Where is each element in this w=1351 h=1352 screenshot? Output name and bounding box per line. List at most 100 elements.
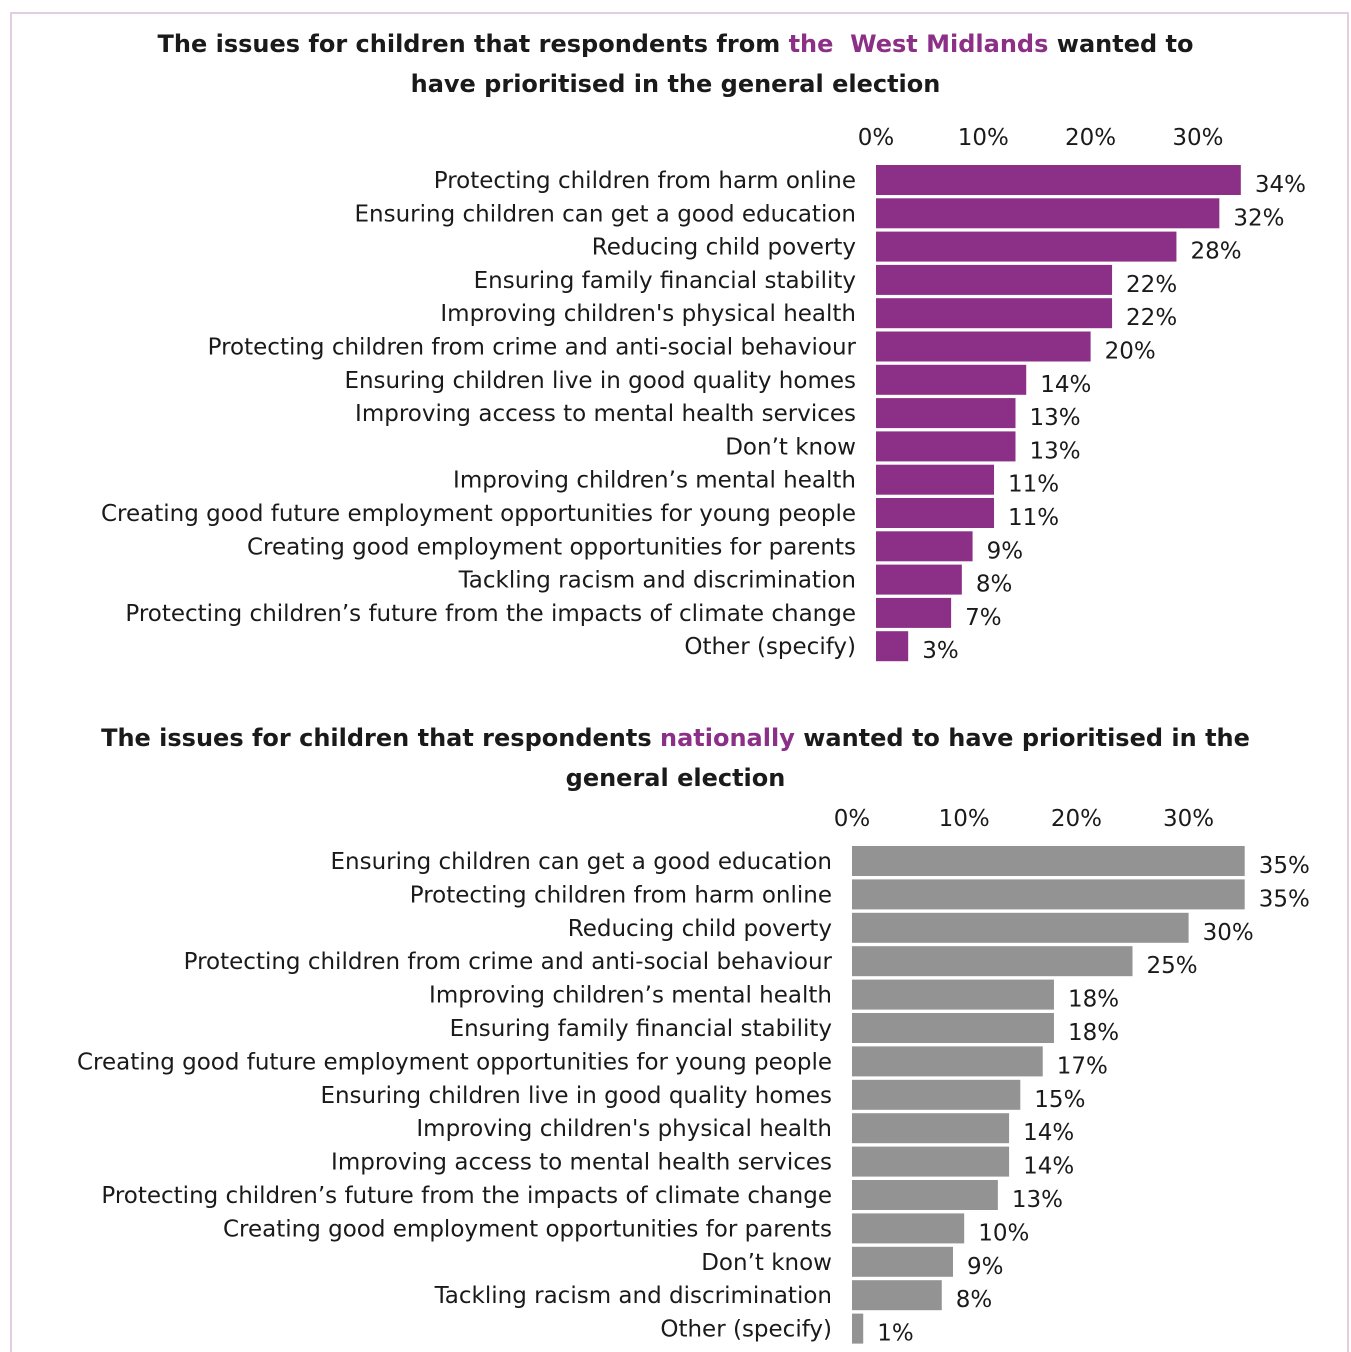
chart-1-value-label: 22% xyxy=(1126,272,1177,298)
chart-2-value-label: 9% xyxy=(967,1254,1004,1280)
chart-2-bar xyxy=(852,879,1245,910)
chart-1-value-label: 8% xyxy=(976,572,1013,598)
chart-1-value-label: 9% xyxy=(987,538,1024,564)
chart-1-category-label: Protecting children’s future from the im… xyxy=(125,601,856,627)
chart-1-value-label: 34% xyxy=(1255,172,1306,198)
chart-2-bar xyxy=(852,1046,1043,1077)
chart-1-value-label: 11% xyxy=(1008,505,1059,531)
chart-1-bar xyxy=(876,264,1113,295)
chart-1-category-label: Ensuring family financial stability xyxy=(474,268,856,294)
chart-1-category-label: Improving access to mental health servic… xyxy=(355,401,856,427)
chart-2-title: The issues for children that respondents… xyxy=(0,718,1351,798)
chart-2-category-label: Creating good employment opportunities f… xyxy=(223,1216,832,1242)
chart-1-category-label: Protecting children from harm online xyxy=(434,168,856,194)
chart-1-west-midlands: 0% 10% 20% 30% Protecting children from harm… xyxy=(101,125,1306,664)
chart-2-tick-label: 20% xyxy=(1051,806,1102,832)
chart-1-tick-label: 10% xyxy=(958,125,1009,151)
chart-2-value-label: 30% xyxy=(1203,920,1254,946)
chart-1-bar xyxy=(876,631,909,662)
chart-1-bar xyxy=(876,231,1177,262)
chart-2-bar xyxy=(852,846,1245,876)
chart-1-value-label: 13% xyxy=(1029,438,1080,464)
chart-2-value-label: 1% xyxy=(877,1321,914,1347)
chart-1-title-highlight: the West Midlands xyxy=(788,30,1049,58)
chart-2-bar xyxy=(852,946,1133,977)
page-frame xyxy=(10,12,1349,1352)
chart-1-category-label: Ensuring children can get a good educati… xyxy=(355,201,857,227)
chart-1-value-label: 32% xyxy=(1233,205,1284,231)
chart-2-category-label: Tackling racism and discrimination xyxy=(434,1283,832,1309)
chart-1-title: The issues for children that respondents… xyxy=(0,24,1351,104)
chart-2-category-label: Ensuring children live in good quality h… xyxy=(320,1083,832,1109)
chart-2-bar xyxy=(852,1146,1010,1177)
chart-2-category-label: Other (specify) xyxy=(660,1317,832,1343)
chart-2-bar xyxy=(852,1113,1010,1144)
chart-2-category-label: Ensuring children can get a good educati… xyxy=(331,849,833,875)
chart-1-value-label: 7% xyxy=(965,605,1002,631)
chart-1-bar xyxy=(876,298,1113,329)
chart-2-value-label: 35% xyxy=(1259,853,1310,879)
chart-2-category-label: Creating good future employment opportun… xyxy=(77,1049,832,1075)
chart-1-bar xyxy=(876,398,1016,429)
chart-2-value-label: 35% xyxy=(1259,886,1310,912)
chart-1-category-label: Other (specify) xyxy=(684,634,856,660)
chart-1-bar xyxy=(876,364,1027,395)
chart-1-bar xyxy=(876,165,1241,195)
chart-2-bar xyxy=(852,1246,953,1277)
chart-1-bar xyxy=(876,498,995,528)
chart-2-category-label: Improving children's physical health xyxy=(416,1116,832,1142)
chart-2-bar xyxy=(852,1079,1021,1110)
chart-1-bar xyxy=(876,564,962,595)
chart-1-value-label: 3% xyxy=(922,638,959,664)
chart-2-tick-label: 30% xyxy=(1163,806,1214,832)
chart-2-bar xyxy=(852,912,1189,943)
chart-1-title-before: The issues for children that respondents… xyxy=(157,30,781,58)
chart-2-category-label: Protecting children’s future from the im… xyxy=(101,1183,832,1209)
chart-2-value-label: 14% xyxy=(1023,1120,1074,1146)
chart-1-category-label: Creating good employment opportunities f… xyxy=(247,534,856,560)
chart-2-bar xyxy=(852,1280,942,1311)
chart-2-title-highlight: nationally xyxy=(659,724,795,752)
chart-2-value-label: 25% xyxy=(1147,953,1198,979)
chart-2-title-after-line2: general election xyxy=(565,764,786,792)
chart-2-category-label: Improving access to mental health servic… xyxy=(331,1150,832,1176)
chart-1-category-label: Improving children's physical health xyxy=(440,301,856,327)
chart-2-category-label: Protecting children from harm online xyxy=(410,882,832,908)
chart-2-tick-label: 0% xyxy=(834,806,871,832)
chart-1-bar xyxy=(876,198,1220,229)
chart-2-bar xyxy=(852,1213,965,1244)
chart-2-bar xyxy=(852,1013,1054,1043)
chart-1-bar xyxy=(876,331,1091,362)
chart-2-tick-label: 10% xyxy=(939,806,990,832)
chart-2-category-label: Don’t know xyxy=(701,1250,832,1276)
chart-1-category-label: Protecting children from crime and anti-… xyxy=(208,335,857,361)
chart-1-category-label: Tackling racism and discrimination xyxy=(458,568,856,594)
chart-2-value-label: 14% xyxy=(1023,1154,1074,1180)
chart-2-title-after-line1: wanted to have prioritised in the xyxy=(803,724,1250,752)
chart-2-category-label: Improving children’s mental health xyxy=(429,983,832,1009)
chart-1-title-after-line1: wanted to xyxy=(1056,30,1194,58)
chart-1-bar xyxy=(876,597,952,628)
chart-2-value-label: 13% xyxy=(1012,1187,1063,1213)
chart-1-bar xyxy=(876,531,973,562)
chart-1-bar xyxy=(876,464,995,495)
chart-2-value-label: 18% xyxy=(1068,987,1119,1013)
chart-2-value-label: 10% xyxy=(978,1220,1029,1246)
chart-1-category-label: Reducing child poverty xyxy=(592,235,856,261)
chart-2-category-label: Reducing child poverty xyxy=(568,916,832,942)
chart-1-value-label: 28% xyxy=(1190,239,1241,265)
chart-1-value-label: 11% xyxy=(1008,472,1059,498)
chart-1-bar xyxy=(876,431,1016,462)
chart-2-category-label: Protecting children from crime and anti-… xyxy=(184,949,833,975)
chart-1-title-after-line2: have prioritised in the general election xyxy=(410,70,941,98)
chart-1-category-label: Creating good future employment opportun… xyxy=(101,501,856,527)
chart-1-value-label: 14% xyxy=(1040,372,1091,398)
chart-1-category-label: Don’t know xyxy=(725,434,856,460)
chart-2-bar xyxy=(852,1180,998,1210)
chart-1-tick-label: 20% xyxy=(1065,125,1116,151)
chart-1-category-label: Improving children’s mental health xyxy=(453,468,856,494)
chart-1-tick-label: 30% xyxy=(1172,125,1223,151)
chart-2-value-label: 17% xyxy=(1057,1053,1108,1079)
chart-2-title-before: The issues for children that respondents xyxy=(101,724,652,752)
